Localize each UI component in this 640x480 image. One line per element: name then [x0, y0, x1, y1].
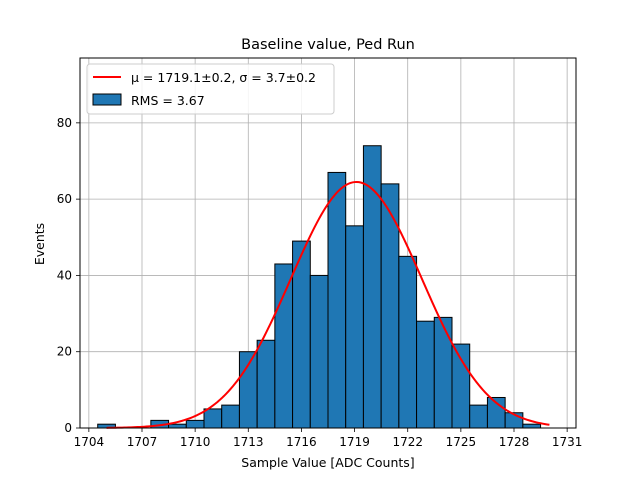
histogram-bar — [345, 225, 364, 429]
y-tick-label: 80 — [57, 116, 72, 130]
histogram-bar — [185, 419, 205, 429]
y-tick-label: 60 — [57, 192, 72, 206]
histogram-bar — [274, 263, 294, 429]
x-tick-label: 1713 — [233, 435, 264, 449]
legend-box — [86, 63, 335, 115]
histogram-bar — [522, 423, 542, 429]
histogram-bar — [256, 339, 276, 429]
legend: μ = 1719.1±0.2, σ = 3.7±0.2 RMS = 3.67 — [86, 63, 335, 115]
x-tick-label: 1725 — [446, 435, 477, 449]
histogram-bar — [168, 423, 187, 429]
y-tick-label: 20 — [57, 345, 72, 359]
legend-histogram-label: RMS = 3.67 — [131, 93, 205, 108]
gaussian-fit-line — [106, 180, 550, 429]
axes-frame — [79, 57, 577, 429]
x-tick-label: 1704 — [74, 435, 105, 449]
histogram-bar — [416, 320, 435, 429]
x-axis-label: Sample Value [ADC Counts] — [241, 455, 414, 470]
y-tick-label: 40 — [57, 268, 72, 282]
x-axis-ticks: 1704 1707 1710 1713 1716 1719 1722 1725 1728 1731 — [74, 428, 583, 449]
histogram-bar — [221, 404, 240, 429]
histogram-bar — [398, 255, 418, 429]
y-tick-label: 0 — [64, 421, 72, 435]
x-tick-label: 1710 — [180, 435, 211, 449]
histogram-bar — [469, 404, 488, 429]
x-tick-label: 1716 — [286, 435, 317, 449]
histogram-bar — [327, 171, 347, 429]
histogram-bars — [97, 145, 542, 429]
x-tick-label: 1707 — [127, 435, 158, 449]
x-tick-label: 1719 — [339, 435, 370, 449]
chart-title: Baseline value, Ped Run — [241, 37, 415, 53]
histogram-bar — [380, 183, 400, 429]
legend-histogram-swatch — [92, 93, 122, 106]
histogram-bar — [309, 274, 329, 429]
x-tick-label: 1731 — [552, 435, 583, 449]
x-tick-label: 1722 — [392, 435, 423, 449]
histogram-bar — [433, 316, 453, 429]
y-axis-ticks: 0 20 40 60 80 — [57, 116, 80, 435]
histogram-bar — [203, 408, 223, 429]
y-axis-label: Events — [32, 223, 47, 265]
x-tick-label: 1728 — [499, 435, 530, 449]
histogram-bar — [451, 343, 471, 429]
legend-fit-label: μ = 1719.1±0.2, σ = 3.7±0.2 — [131, 70, 316, 85]
